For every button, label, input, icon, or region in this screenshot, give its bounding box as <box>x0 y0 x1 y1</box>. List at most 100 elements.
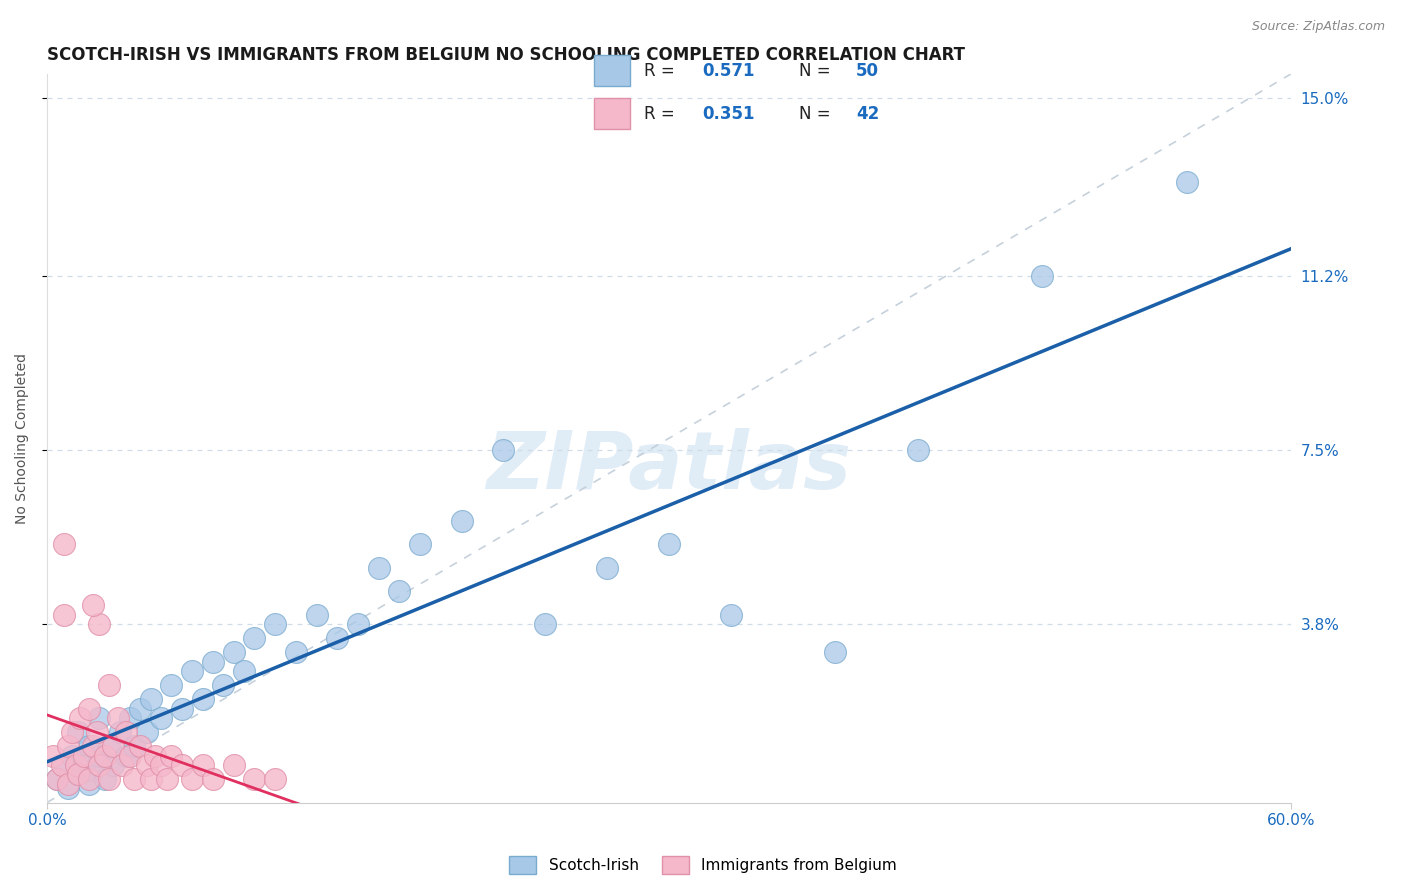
Point <box>367 560 389 574</box>
Point <box>67 725 90 739</box>
Point <box>114 748 136 763</box>
Point <box>86 725 108 739</box>
Text: N =: N = <box>799 62 835 79</box>
Point <box>73 758 96 772</box>
Point <box>129 739 152 753</box>
Point <box>46 772 69 786</box>
Point <box>122 739 145 753</box>
Point <box>118 748 141 763</box>
Point <box>181 772 204 786</box>
Point <box>135 758 157 772</box>
Point <box>409 537 432 551</box>
Point <box>170 758 193 772</box>
Text: R =: R = <box>644 105 681 123</box>
Point <box>233 664 256 678</box>
Point <box>191 758 214 772</box>
Point <box>77 701 100 715</box>
Point <box>222 758 245 772</box>
Point <box>156 772 179 786</box>
Point <box>658 537 681 551</box>
Point <box>87 758 110 772</box>
Point <box>907 443 929 458</box>
Point <box>67 767 90 781</box>
Point <box>264 772 287 786</box>
Point <box>103 758 125 772</box>
Point <box>82 598 104 612</box>
Point <box>87 748 110 763</box>
Point <box>87 616 110 631</box>
Text: ZIPatlas: ZIPatlas <box>486 428 852 507</box>
Point <box>77 772 100 786</box>
Point <box>108 725 131 739</box>
Point <box>122 772 145 786</box>
Point <box>103 739 125 753</box>
Text: 0.571: 0.571 <box>702 62 754 79</box>
Point <box>52 758 75 772</box>
Point <box>69 711 91 725</box>
Point <box>52 607 75 622</box>
Point <box>212 678 235 692</box>
Point <box>94 772 117 786</box>
Text: 50: 50 <box>856 62 879 79</box>
Point <box>111 758 134 772</box>
Point <box>94 748 117 763</box>
Point <box>98 739 121 753</box>
Point <box>51 758 73 772</box>
Point <box>77 777 100 791</box>
Point <box>824 645 846 659</box>
Point <box>160 748 183 763</box>
Point <box>596 560 619 574</box>
Y-axis label: No Schooling Completed: No Schooling Completed <box>15 353 30 524</box>
Point <box>118 711 141 725</box>
Point <box>56 781 79 796</box>
Point <box>450 514 472 528</box>
Point <box>98 678 121 692</box>
Point <box>305 607 328 622</box>
Point <box>326 631 349 645</box>
Point <box>181 664 204 678</box>
Point <box>264 616 287 631</box>
Point <box>56 739 79 753</box>
Text: SCOTCH-IRISH VS IMMIGRANTS FROM BELGIUM NO SCHOOLING COMPLETED CORRELATION CHART: SCOTCH-IRISH VS IMMIGRANTS FROM BELGIUM … <box>46 46 965 64</box>
Point <box>150 711 173 725</box>
Point <box>67 767 90 781</box>
Point <box>82 763 104 777</box>
Point <box>114 725 136 739</box>
Point <box>98 772 121 786</box>
Point <box>492 443 515 458</box>
Point <box>347 616 370 631</box>
Point <box>201 655 224 669</box>
Point <box>388 584 411 599</box>
Point <box>170 701 193 715</box>
Point <box>42 748 65 763</box>
Text: R =: R = <box>644 62 681 79</box>
Point <box>150 758 173 772</box>
Point <box>46 772 69 786</box>
Text: 42: 42 <box>856 105 879 123</box>
Point <box>52 537 75 551</box>
Point <box>191 692 214 706</box>
Point <box>129 701 152 715</box>
Point <box>143 748 166 763</box>
Point <box>160 678 183 692</box>
Point <box>222 645 245 659</box>
Point <box>284 645 307 659</box>
Point <box>82 739 104 753</box>
Point <box>60 725 83 739</box>
Point <box>87 711 110 725</box>
Point <box>135 725 157 739</box>
Point <box>201 772 224 786</box>
Point <box>60 748 83 763</box>
Point <box>139 772 162 786</box>
Point <box>107 711 129 725</box>
FancyBboxPatch shape <box>595 55 630 86</box>
Text: Source: ZipAtlas.com: Source: ZipAtlas.com <box>1251 20 1385 33</box>
Point <box>533 616 555 631</box>
Point <box>73 748 96 763</box>
Point <box>139 692 162 706</box>
Text: N =: N = <box>799 105 835 123</box>
Point <box>56 777 79 791</box>
Point <box>720 607 742 622</box>
Legend: Scotch-Irish, Immigrants from Belgium: Scotch-Irish, Immigrants from Belgium <box>503 850 903 880</box>
Point <box>1031 269 1053 284</box>
